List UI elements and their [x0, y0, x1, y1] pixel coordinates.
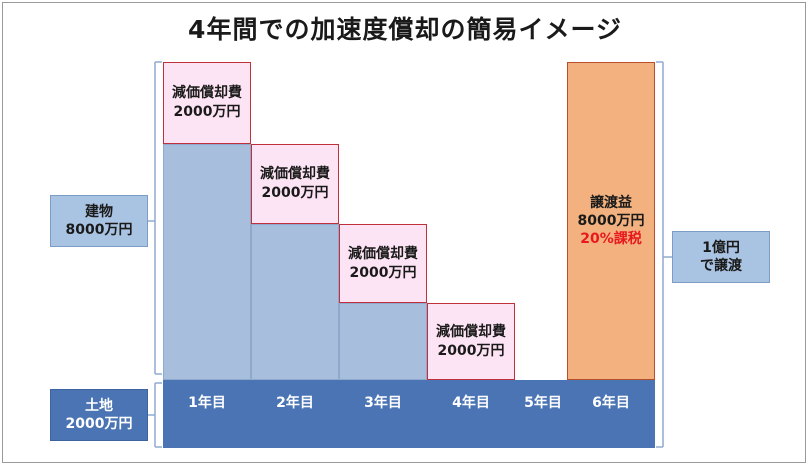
depreciation-amount: 2000万円: [349, 264, 417, 281]
land-label: 土地: [85, 398, 113, 414]
depreciation-box-year1: 減価償却費 2000万円: [163, 62, 251, 144]
gain-label: 譲渡益: [590, 195, 632, 211]
depreciation-amount: 2000万円: [437, 342, 505, 359]
transfer-gain-box: 譲渡益 8000万円 20%課税: [567, 62, 655, 380]
building-value: 8000万円: [65, 222, 133, 238]
building-column-year3: [339, 303, 427, 380]
gain-tax: 20%課税: [580, 231, 642, 247]
year-label-1: 1年目: [188, 395, 226, 411]
gain-amount: 8000万円: [577, 213, 645, 229]
land-label-box: 土地 2000万円: [50, 389, 148, 441]
diagram-title: 4年間での加速度償却の簡易イメージ: [188, 15, 622, 44]
depreciation-label: 減価償却費: [260, 166, 330, 182]
depreciation-box-year3: 減価償却費 2000万円: [339, 224, 427, 303]
depreciation-box-year4: 減価償却費 2000万円: [427, 303, 515, 380]
building-label-box: 建物 8000万円: [50, 195, 148, 247]
depreciation-label: 減価償却費: [172, 85, 242, 101]
sale-price-label-box: 1億円 で譲渡: [672, 231, 770, 283]
year-label-6: 6年目: [592, 395, 630, 411]
depreciation-label: 減価償却費: [436, 323, 506, 340]
sale-price-value: 1億円: [702, 240, 740, 256]
building-label: 建物: [85, 204, 113, 220]
sale-price-note: で譲渡: [700, 258, 742, 274]
depreciation-label: 減価償却費: [348, 245, 418, 262]
diagram-frame: [2, 2, 806, 463]
building-column-year2: [251, 224, 339, 380]
depreciation-box-year2: 減価償却費 2000万円: [251, 144, 339, 224]
year-label-5: 5年目: [524, 395, 562, 411]
year-label-3: 3年目: [364, 395, 402, 411]
depreciation-amount: 2000万円: [173, 104, 241, 120]
building-column-year1: [163, 144, 251, 380]
land-band: [163, 380, 655, 448]
depreciation-amount: 2000万円: [261, 185, 329, 201]
year-label-4: 4年目: [452, 395, 490, 411]
land-value: 2000万円: [65, 416, 133, 432]
year-label-2: 2年目: [276, 395, 314, 411]
